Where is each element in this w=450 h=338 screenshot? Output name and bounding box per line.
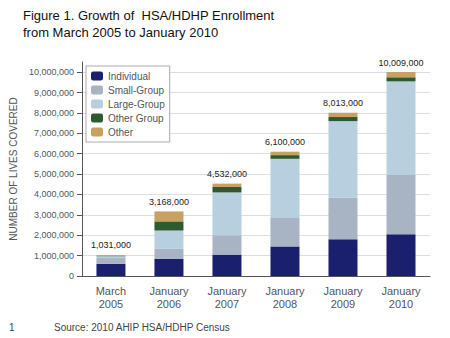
svg-text:NUMBER OF LIVES COVERED: NUMBER OF LIVES COVERED [8, 97, 19, 240]
svg-text:January: January [149, 285, 189, 297]
svg-text:4,532,000: 4,532,000 [207, 169, 247, 179]
svg-text:Figure 1. Growth of HSA/HDHP: Figure 1. Growth of HSA/HDHP Enrollment [23, 8, 275, 23]
svg-text:January: January [381, 285, 421, 297]
svg-text:9,000,000: 9,000,000 [34, 88, 74, 98]
svg-text:4,000,000: 4,000,000 [34, 189, 74, 199]
svg-text:3,000,000: 3,000,000 [34, 210, 74, 220]
svg-text:Small-Group: Small-Group [108, 85, 165, 96]
svg-text:January: January [265, 285, 305, 297]
svg-text:10,000,000: 10,000,000 [29, 67, 74, 77]
svg-text:5,000,000: 5,000,000 [34, 169, 74, 179]
svg-text:from March 2005 to January 201: from March 2005 to January 2010 [23, 25, 218, 40]
svg-text:1,031,000: 1,031,000 [91, 240, 131, 250]
svg-text:2008: 2008 [273, 298, 297, 310]
svg-text:Individual: Individual [108, 71, 150, 82]
svg-text:Other: Other [108, 127, 134, 138]
svg-text:January: January [207, 285, 247, 297]
svg-text:10,009,000: 10,009,000 [378, 58, 423, 68]
svg-text:8,000,000: 8,000,000 [34, 108, 74, 118]
svg-text:8,013,000: 8,013,000 [323, 98, 363, 108]
svg-text:6,000,000: 6,000,000 [34, 149, 74, 159]
svg-text:0: 0 [69, 271, 74, 281]
svg-text:1,000,000: 1,000,000 [34, 251, 74, 261]
svg-text:2009: 2009 [331, 298, 355, 310]
svg-text:2007: 2007 [215, 298, 239, 310]
svg-text:2005: 2005 [99, 298, 123, 310]
svg-text:January: January [323, 285, 363, 297]
svg-text:Large-Group: Large-Group [108, 99, 165, 110]
svg-text:Other Group: Other Group [108, 113, 164, 124]
svg-text:Source: 2010 AHIP HSA/HDHP Cen: Source: 2010 AHIP HSA/HDHP Census [54, 322, 230, 333]
svg-text:2,000,000: 2,000,000 [34, 230, 74, 240]
svg-text:7,000,000: 7,000,000 [34, 128, 74, 138]
svg-text:3,168,000: 3,168,000 [149, 197, 189, 207]
svg-text:2006: 2006 [157, 298, 181, 310]
svg-text:2010: 2010 [389, 298, 413, 310]
svg-text:6,100,000: 6,100,000 [265, 137, 305, 147]
svg-text:1: 1 [9, 322, 15, 333]
svg-text:March: March [96, 285, 127, 297]
